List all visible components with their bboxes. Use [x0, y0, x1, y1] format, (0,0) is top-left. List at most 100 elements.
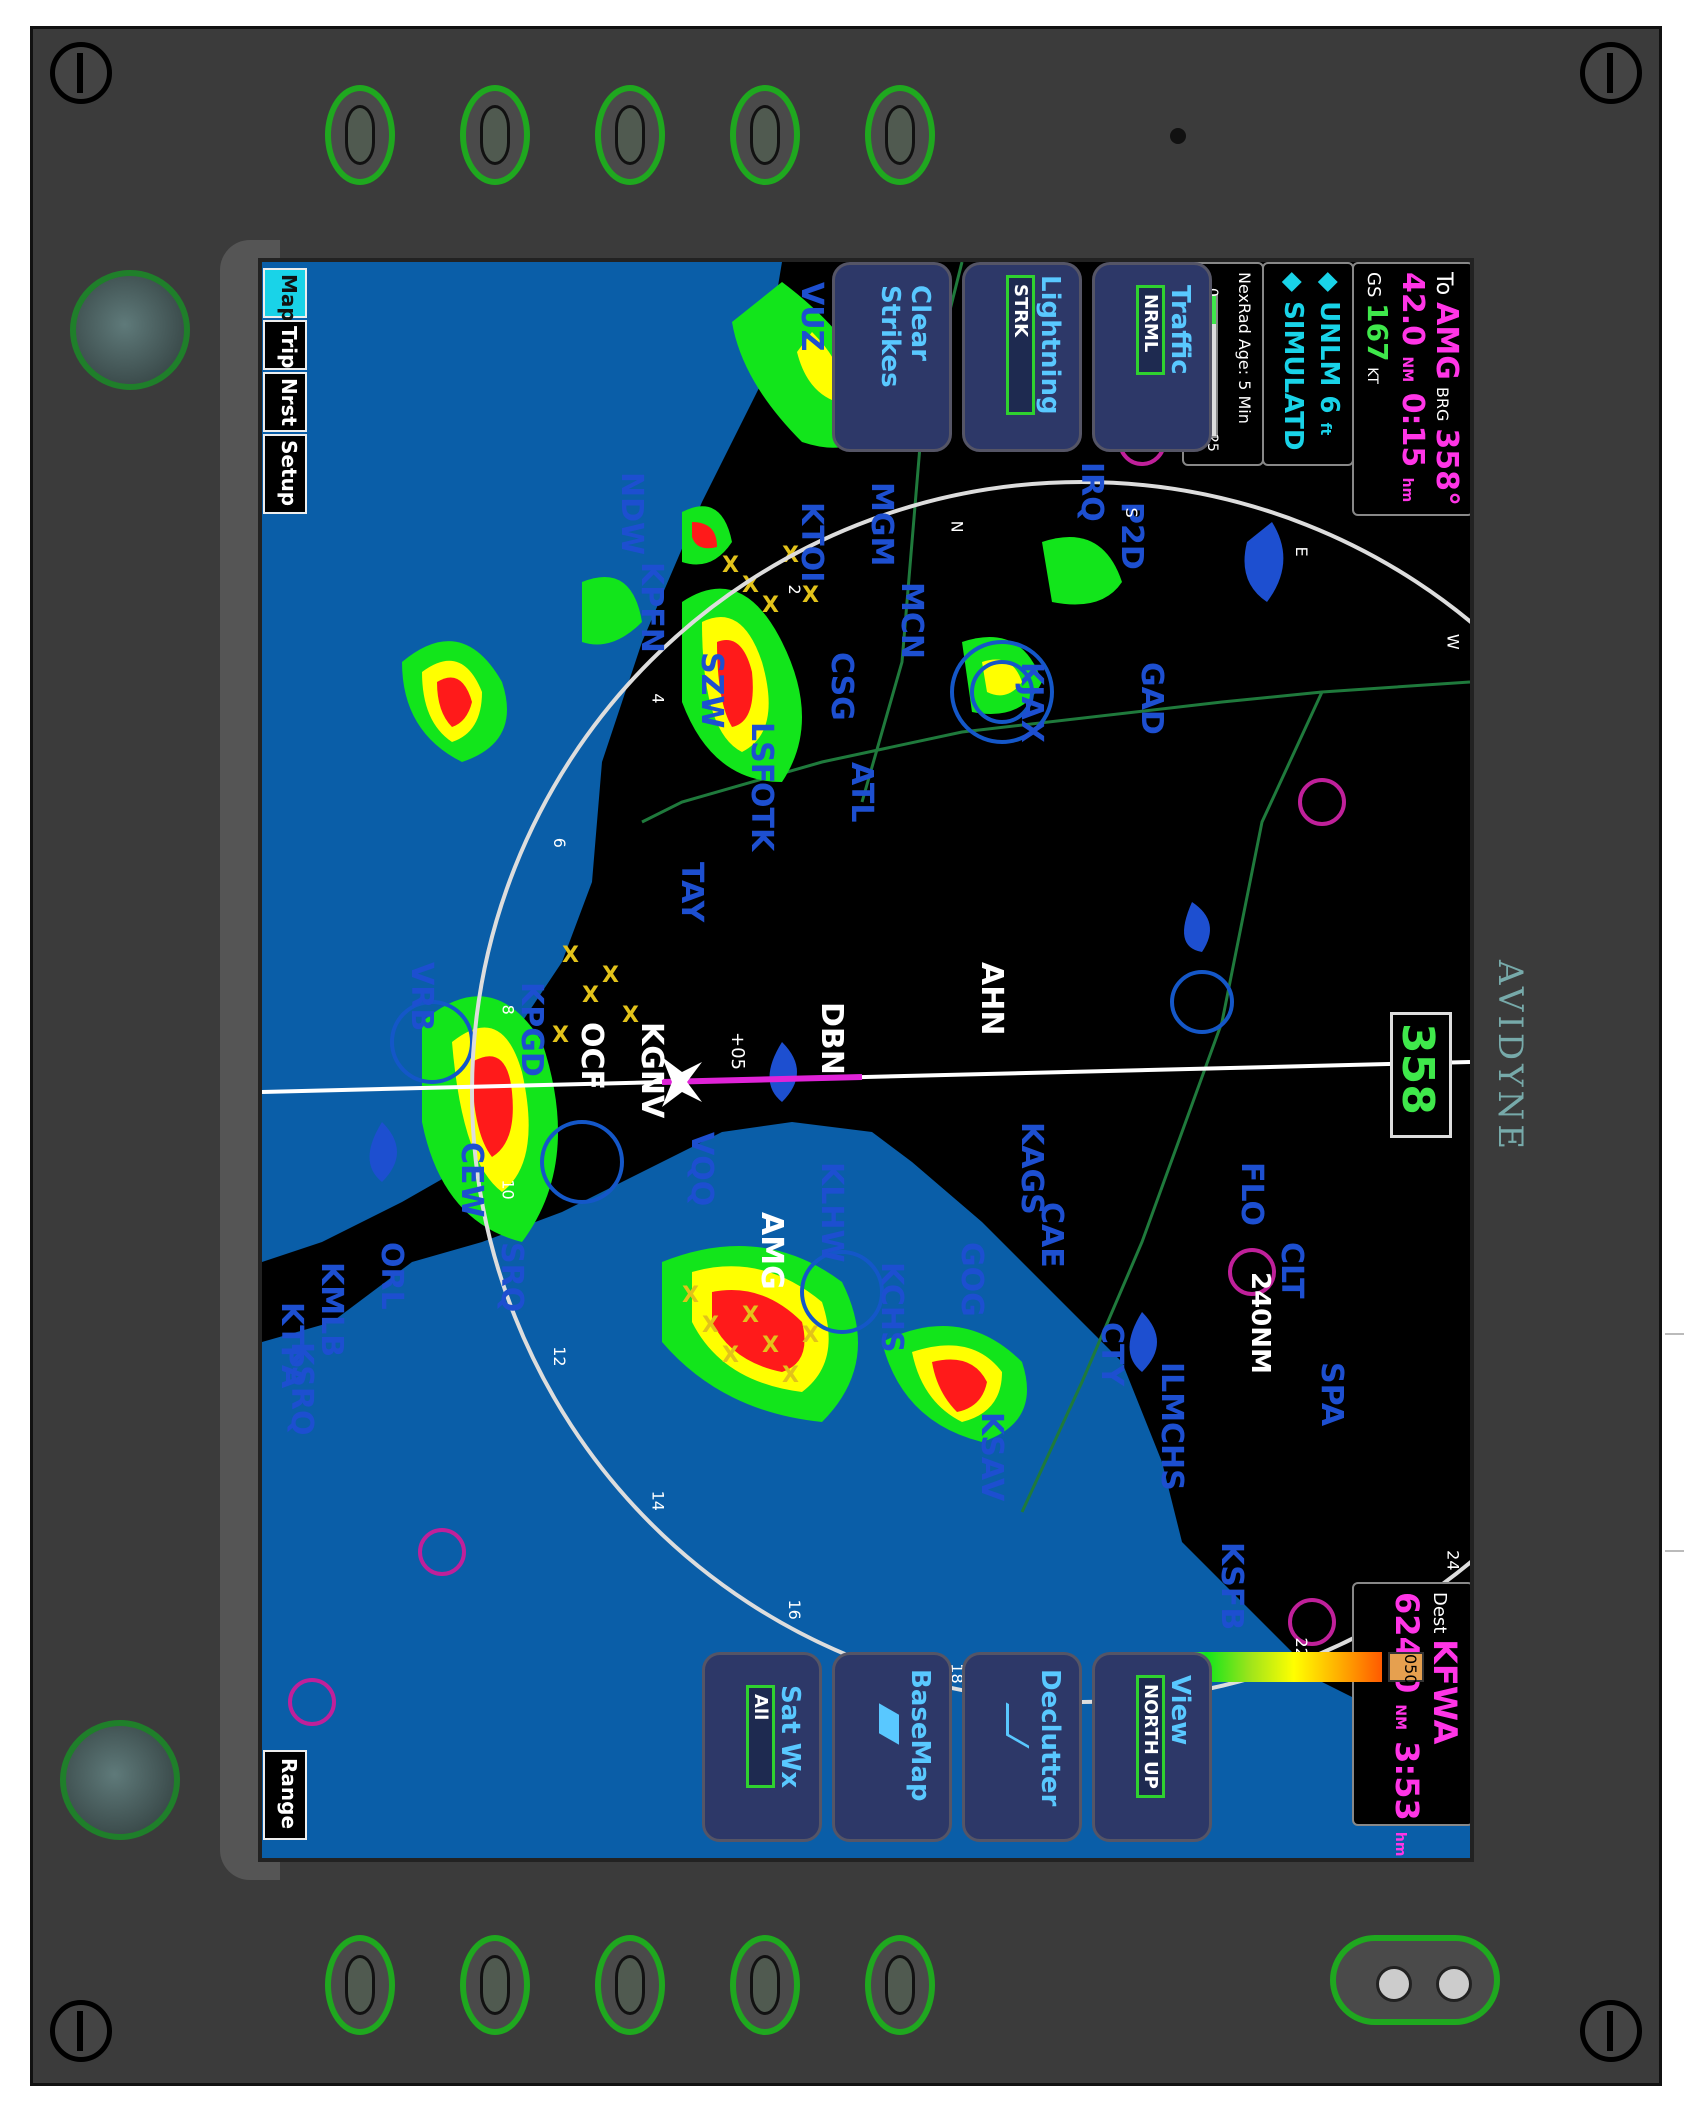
weather-cell-core — [717, 640, 753, 727]
hw-button-bottom-4[interactable] — [730, 1935, 800, 2035]
map-label: ORL — [374, 1242, 409, 1310]
lightning-strike: X — [562, 943, 579, 968]
dest-ete: 3:53 — [1388, 1741, 1426, 1821]
map-label: KAGS — [1014, 1122, 1049, 1215]
hw-button-bottom-1[interactable] — [325, 1935, 395, 2035]
softkey-label: Declutter — [1035, 1669, 1065, 1807]
lightning-strike: X — [682, 1283, 699, 1308]
dest-line: Dest KFWA — [1426, 1592, 1464, 1744]
range-ring-tick-label: 18 — [948, 1663, 967, 1683]
rotary-knob-upper[interactable] — [70, 270, 190, 390]
map-canvas[interactable]: X X X X X X X X X X X X X X X X X — [262, 262, 1470, 1858]
view-softkey[interactable]: View NORTH UP — [1092, 1652, 1212, 1842]
hw-button-bottom-3[interactable] — [595, 1935, 665, 2035]
map-label: KMLB — [314, 1262, 349, 1357]
map-label: KTOI — [794, 502, 829, 582]
bezel-screw-bottom-left — [50, 2000, 112, 2062]
distance: 42.0 — [1395, 272, 1430, 347]
traffic-softkey[interactable]: Traffic NRML — [1092, 262, 1212, 452]
basemap-softkey[interactable]: BaseMap — [832, 1652, 952, 1842]
datalink-diamond-icon: ◆ — [1278, 272, 1308, 292]
map-label: SRQ — [494, 1242, 529, 1312]
gs-unit: KT — [1364, 367, 1380, 384]
map-label: NDW — [614, 472, 649, 555]
map-label: MGM — [864, 482, 899, 566]
map-label: KCHS — [874, 1262, 909, 1353]
hw-button-top-2[interactable] — [460, 85, 530, 185]
lightning-strike: X — [552, 1023, 569, 1048]
rotary-knob-lower[interactable] — [60, 1720, 180, 1840]
map-label: CTY — [1094, 1322, 1129, 1387]
moving-map-screen[interactable]: X X X X X X X X X X X X X X X X X — [258, 258, 1474, 1862]
clear-strikes-softkey[interactable]: Clear Strikes — [832, 262, 952, 452]
rocker-switch[interactable] — [1330, 1935, 1500, 2025]
range-ring-label: 240NM — [1245, 1272, 1275, 1374]
range-ring-tick-label: 16 — [785, 1599, 804, 1619]
lightning-strike: X — [802, 1323, 819, 1348]
tab-setup[interactable]: Setup — [263, 434, 307, 514]
hw-button-top-3[interactable] — [595, 85, 665, 185]
map-label: LSF — [744, 722, 779, 783]
lightning-strike: X — [602, 963, 619, 988]
map-label: GAD — [1134, 662, 1169, 735]
tab-range[interactable]: Range — [263, 1750, 307, 1840]
to-line: To AMG BRG 358° — [1429, 272, 1464, 506]
map-label: GOG — [954, 1242, 989, 1317]
airport-symbol — [1170, 970, 1234, 1034]
map-label: SPA — [1314, 1362, 1349, 1427]
gs-value: 167 — [1361, 303, 1394, 362]
lightning-strike: X — [762, 593, 779, 618]
hw-button-bottom-2[interactable] — [460, 1935, 530, 2035]
map-labels-white: AMG DBN AHN KGNV OCF — [574, 962, 1009, 1290]
airport-symbol — [390, 1000, 474, 1084]
lightning-strike: X — [782, 1363, 799, 1388]
bezel-screw-top-right — [1580, 42, 1642, 104]
hw-button-top-4[interactable] — [730, 85, 800, 185]
airport-symbol — [950, 640, 1054, 744]
tab-trip[interactable]: Trip — [263, 320, 307, 370]
lightning-strike: X — [802, 583, 819, 608]
vor-symbol — [1288, 1598, 1336, 1646]
range-ring-tick-label: 24 — [1443, 1550, 1462, 1570]
range-ring-tick-label: 8 — [499, 1005, 518, 1015]
bearing: 358° — [1429, 428, 1464, 506]
to-label: To — [1431, 272, 1456, 296]
map-label: CEW — [454, 1142, 489, 1218]
ete: 0:15 — [1395, 392, 1430, 468]
ete-unit: hm — [1399, 477, 1415, 503]
brg-label: BRG — [1433, 386, 1452, 422]
lightning-softkey[interactable]: Lightning STRK — [962, 262, 1082, 452]
course-line — [262, 1060, 1470, 1094]
map-label: KPFN — [634, 562, 669, 653]
lightning-strike: X — [622, 1003, 639, 1028]
datalink-line1: ◆ UNLM 6 ft — [1314, 272, 1344, 436]
softkey-value: STRK — [1006, 275, 1035, 415]
airport-symbol — [970, 660, 1034, 724]
ownship-aircraft-icon — [662, 1057, 702, 1107]
divider — [1665, 1550, 1684, 1552]
hw-button-top-1[interactable] — [325, 85, 395, 185]
hw-button-bottom-5[interactable] — [865, 1935, 935, 2035]
weather-cell-core — [932, 1359, 987, 1412]
gs-label: GS — [1363, 272, 1384, 298]
dist-line: 42.0 NM 0:15 hm — [1395, 272, 1430, 502]
tab-map[interactable]: Map — [263, 268, 307, 322]
weather-cell-core — [982, 659, 1022, 696]
lightning-strike: X — [722, 553, 739, 578]
weather-cell-core — [797, 332, 842, 402]
tab-nrst[interactable]: Nrst — [263, 372, 307, 432]
declutter-softkey[interactable]: Declutter — [962, 1652, 1082, 1842]
nexrad-age-label: NexRad Age: 5 Min — [1235, 272, 1254, 424]
map-label: VQQ — [684, 1132, 719, 1206]
softkey-value: All — [746, 1685, 775, 1789]
active-leg — [661, 1074, 863, 1085]
range-ring-tick-label: 2 — [785, 585, 804, 595]
hw-button-top-5[interactable] — [865, 85, 935, 185]
sat-wx-softkey[interactable]: Sat Wx All — [702, 1652, 822, 1842]
map-label: VRB — [404, 962, 439, 1031]
dest-waypoint: KFWA — [1426, 1639, 1464, 1745]
destination-box: Dest KFWA 624.0 NM 3:53 hm — [1352, 1582, 1470, 1856]
softkey-value: NRML — [1136, 285, 1165, 375]
map-label: AHN — [974, 962, 1009, 1035]
weather-cell — [1042, 537, 1122, 605]
